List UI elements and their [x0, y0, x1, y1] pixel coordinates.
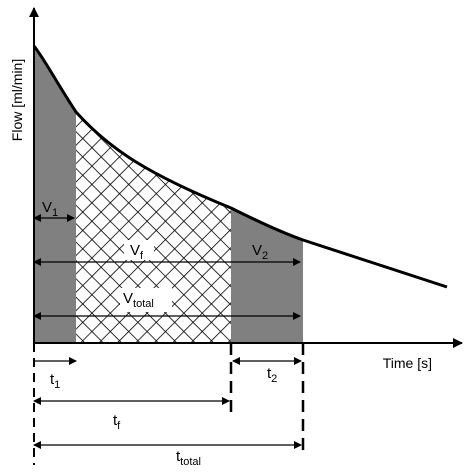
- label-v2: V2: [252, 242, 268, 262]
- y-axis-title: Flow [ml/min]: [9, 59, 25, 141]
- vf-label-bg: [124, 240, 154, 260]
- vtotal-label-bg: [120, 288, 172, 312]
- label-ttotal: ttotal: [176, 448, 201, 468]
- region-v1-shading: [34, 46, 76, 343]
- label-t2: t2: [267, 365, 277, 385]
- label-tf: tf: [113, 412, 121, 432]
- region-v2-shading: [231, 208, 303, 343]
- label-t1: t1: [50, 371, 60, 391]
- label-vf: Vf: [130, 242, 144, 262]
- flow-curve: [32, 45, 448, 289]
- label-v1: V1: [42, 199, 58, 219]
- region-vf-hatch: [76, 112, 231, 343]
- x-axis-title: Time [s]: [383, 355, 432, 371]
- label-vtotal: Vtotal: [123, 290, 154, 310]
